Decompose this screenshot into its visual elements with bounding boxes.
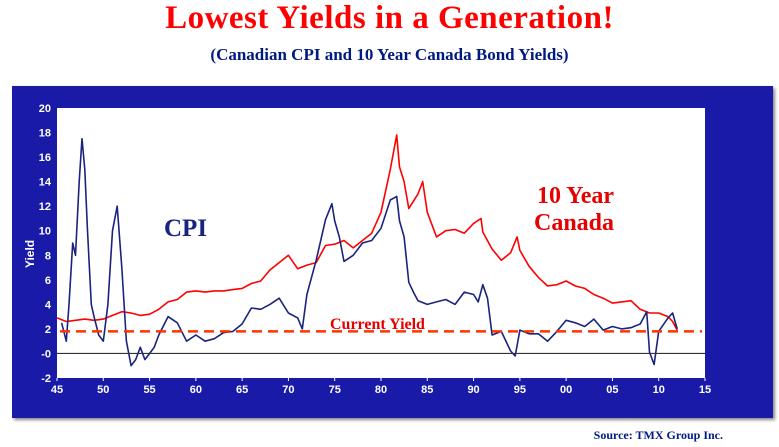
cpi-annotation: CPI: [164, 215, 207, 242]
y-tick-label: 12: [39, 201, 51, 213]
chart-subtitle: (Canadian CPI and 10 Year Canada Bond Yi…: [210, 45, 569, 64]
x-tick-label: 90: [467, 384, 479, 396]
y-tick-label: 10: [39, 226, 51, 238]
series-line-cpi: [60, 137, 678, 367]
y-tick-label: 4: [45, 299, 52, 311]
x-tick-label: 70: [282, 384, 294, 396]
x-tick-label: 60: [190, 384, 202, 396]
ten-year-annotation-line1: 10 Year: [537, 183, 614, 209]
source-note: Source: TMX Group Inc.: [593, 428, 723, 442]
y-tick-label: 16: [39, 152, 51, 164]
x-tick-label: 95: [514, 384, 526, 396]
y-tick-label: 14: [39, 177, 52, 189]
line-chart: 45 50 55 60 65 70 75 80 85 90 95 00 05 10 15 20 18 16 14 1…: [23, 103, 711, 396]
x-tick-label: 80: [375, 384, 387, 396]
x-tick-label: 05: [606, 384, 618, 396]
y-tick-label: 20: [39, 103, 51, 115]
y-tick-label: 18: [39, 128, 51, 140]
x-tick-label: 15: [699, 384, 711, 396]
y-tick-label: -2: [41, 373, 51, 385]
y-tick-label: -0: [41, 348, 51, 360]
x-tick-label: 55: [143, 384, 155, 396]
x-tick-label: 10: [653, 384, 665, 396]
y-axis-label: Yield: [23, 240, 37, 268]
plot-area: [57, 108, 705, 378]
x-tick-label: 50: [97, 384, 109, 396]
current-yield-annotation: Current Yield: [330, 316, 425, 333]
x-tick-label: 00: [560, 384, 572, 396]
series-line-10-year-canada: [56, 134, 678, 331]
chart-title: Lowest Yields in a Generation!: [165, 0, 614, 36]
y-tick-label: 6: [45, 275, 51, 287]
y-tick-label: 8: [45, 250, 51, 262]
ten-year-annotation-line2: Canada: [534, 210, 614, 236]
chart-frame: 45 50 55 60 65 70 75 80 85 90 95 00 05 10 15 20 18 16 14 1…: [12, 86, 773, 418]
x-tick-label: 85: [421, 384, 433, 396]
x-tick-label: 45: [51, 384, 63, 396]
y-tick-label: 2: [45, 324, 51, 336]
x-tick-label: 75: [329, 384, 341, 396]
x-tick-label: 65: [236, 384, 248, 396]
